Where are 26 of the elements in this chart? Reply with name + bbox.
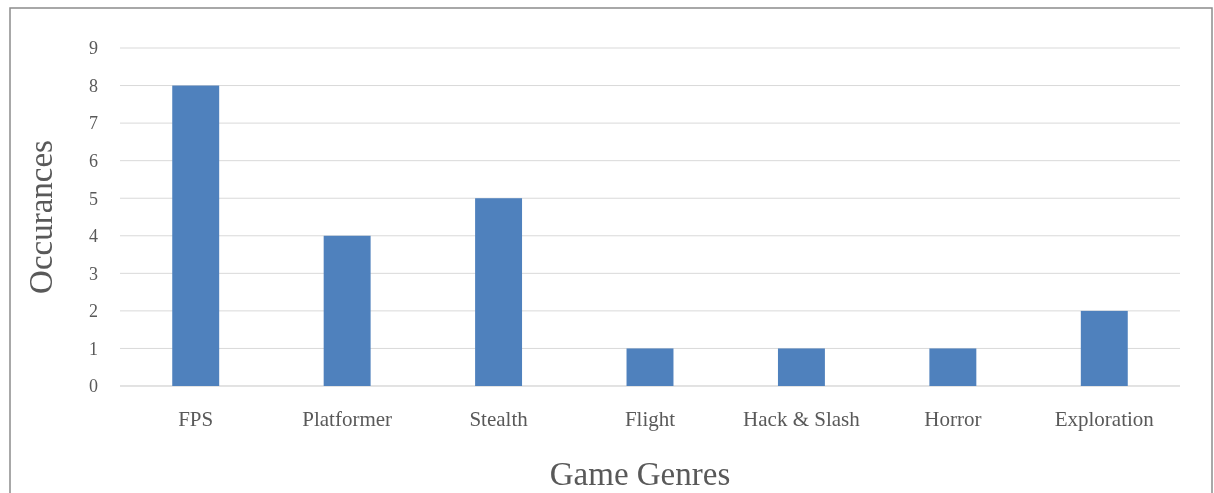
y-tick-label: 4 <box>89 226 98 247</box>
y-tick-label: 6 <box>89 150 98 171</box>
x-axis-title: Game Genres <box>549 456 731 492</box>
bar <box>929 348 977 386</box>
x-tick-label: Stealth <box>469 407 529 431</box>
x-tick-label: Hack & Slash <box>743 407 861 431</box>
bar <box>172 85 220 386</box>
bar <box>323 235 371 386</box>
y-tick-label: 9 <box>89 38 98 59</box>
x-tick-label: Platformer <box>302 407 393 431</box>
y-tick-label: 7 <box>89 113 98 134</box>
x-tick-label: Exploration <box>1054 407 1155 431</box>
y-axis-title: Occurances <box>23 140 59 294</box>
y-tick-label: 0 <box>89 376 98 397</box>
bar <box>1080 310 1128 386</box>
y-tick-label: 3 <box>89 263 98 284</box>
bar <box>777 348 825 386</box>
y-tick-label: 5 <box>89 188 98 209</box>
bar <box>626 348 674 386</box>
x-tick-label: FPS <box>178 407 214 431</box>
x-tick-label: Horror <box>924 407 982 431</box>
y-tick-label: 1 <box>89 338 98 359</box>
bar <box>475 198 523 386</box>
y-tick-label: 8 <box>89 75 98 96</box>
y-tick-label: 2 <box>89 301 98 322</box>
x-tick-label: Flight <box>624 407 676 431</box>
